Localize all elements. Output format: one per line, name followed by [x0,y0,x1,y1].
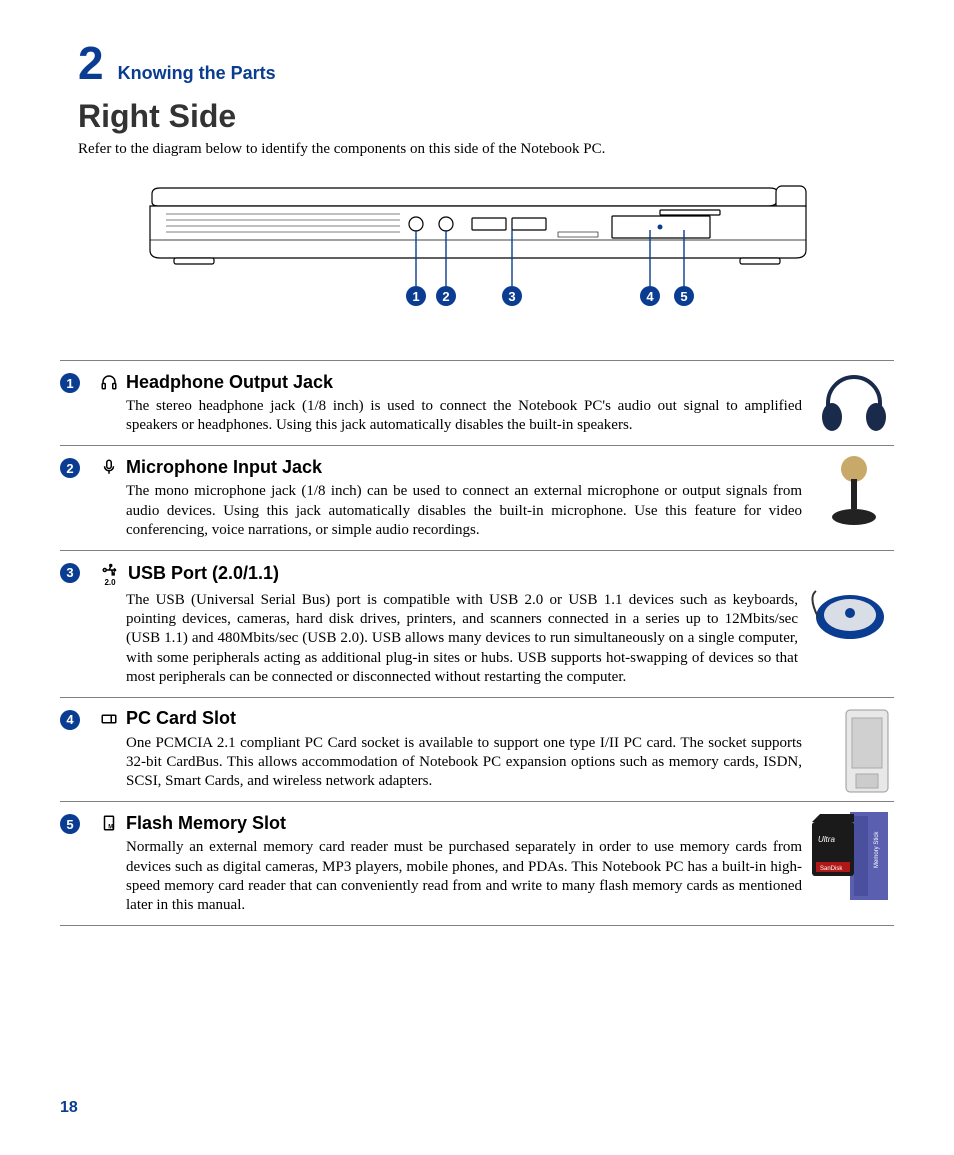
section-number: 1 [60,373,80,393]
icon-subtext: 2.0 [104,579,115,587]
diagram-callout-3: 3 [502,286,522,306]
intro-text: Refer to the diagram below to identify t… [78,141,894,158]
svg-text:SanDisk: SanDisk [820,866,843,872]
section-4: 4 PC Card Slot One PCMCIA 2.1 compliant PC… [60,698,894,803]
section-body: One PCMCIA 2.1 compliant PC Card socket … [126,734,894,792]
section-header: Headphone Output Jack [98,371,894,393]
section-number: 3 [60,563,80,583]
section-number: 5 [60,814,80,834]
section-number: 4 [60,710,80,730]
chapter-title: Knowing the Parts [118,63,276,84]
page-number: 18 [60,1099,78,1117]
svg-text:Ultra: Ultra [818,835,835,844]
section-body: The USB (Universal Serial Bus) port is c… [126,591,894,687]
headphone-icon [98,371,120,393]
section-title: Microphone Input Jack [126,457,322,478]
section-image-mouse [806,587,894,647]
diagram-callout-1: 1 [406,286,426,306]
diagram-callout-5: 5 [674,286,694,306]
section-body: Normally an external memory card reader … [126,838,894,915]
microphone-icon [98,456,120,478]
section-number: 2 [60,458,80,478]
section-title: USB Port (2.0/1.1) [128,563,279,584]
page-title: Right Side [78,98,894,135]
chapter-header: 2 Knowing the Parts [78,40,894,86]
section-body: The mono microphone jack (1/8 inch) can … [126,482,894,540]
section-header: M Flash Memory Slot [98,812,894,834]
section-image-memorycards: Memory Stick Ultra SanDisk [804,806,894,906]
laptop-diagram: 12 3 45 [120,180,820,334]
section-header: 2.0 USB Port (2.0/1.1) [98,561,894,587]
svg-text:M: M [108,825,113,831]
section-title: Flash Memory Slot [126,813,286,834]
usb-icon: 2.0 [98,561,122,587]
diagram-callout-4: 4 [640,286,660,306]
section-2: 2 Microphone Input Jack The mono microphon… [60,446,894,551]
chapter-number: 2 [78,40,104,86]
svg-text:Memory Stick: Memory Stick [874,831,880,868]
pccard-icon [98,708,120,730]
section-image-headphones [814,369,894,439]
section-header: Microphone Input Jack [98,456,894,478]
section-body: The stereo headphone jack (1/8 inch) is … [126,397,894,435]
flash-icon: M [98,812,120,834]
section-image-microphone [814,454,894,524]
diagram-callout-2: 2 [436,286,456,306]
section-header: PC Card Slot [98,708,894,730]
section-title: PC Card Slot [126,708,236,729]
section-5: 5 M Flash Memory Slot Normally an external … [60,802,894,926]
section-3: 3 2.0 USB Port (2.0/1.1) The USB (Universal… [60,551,894,698]
section-1: 1 Headphone Output Jack The stereo headpho… [60,360,894,446]
sections-list: 1 Headphone Output Jack The stereo headpho… [60,360,894,926]
laptop-side-svg [120,180,820,310]
section-image-pccard [840,706,894,796]
section-title: Headphone Output Jack [126,372,333,393]
